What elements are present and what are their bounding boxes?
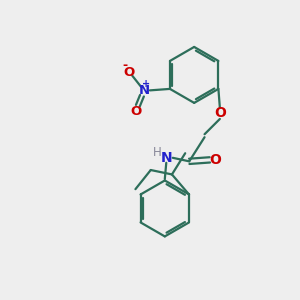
Text: O: O bbox=[214, 106, 226, 120]
Text: O: O bbox=[123, 66, 134, 79]
Text: O: O bbox=[209, 153, 221, 167]
Text: N: N bbox=[160, 151, 172, 165]
Text: +: + bbox=[142, 79, 150, 89]
Text: N: N bbox=[139, 84, 150, 97]
Text: H: H bbox=[153, 146, 162, 159]
Text: O: O bbox=[130, 105, 141, 118]
Text: -: - bbox=[123, 59, 128, 72]
